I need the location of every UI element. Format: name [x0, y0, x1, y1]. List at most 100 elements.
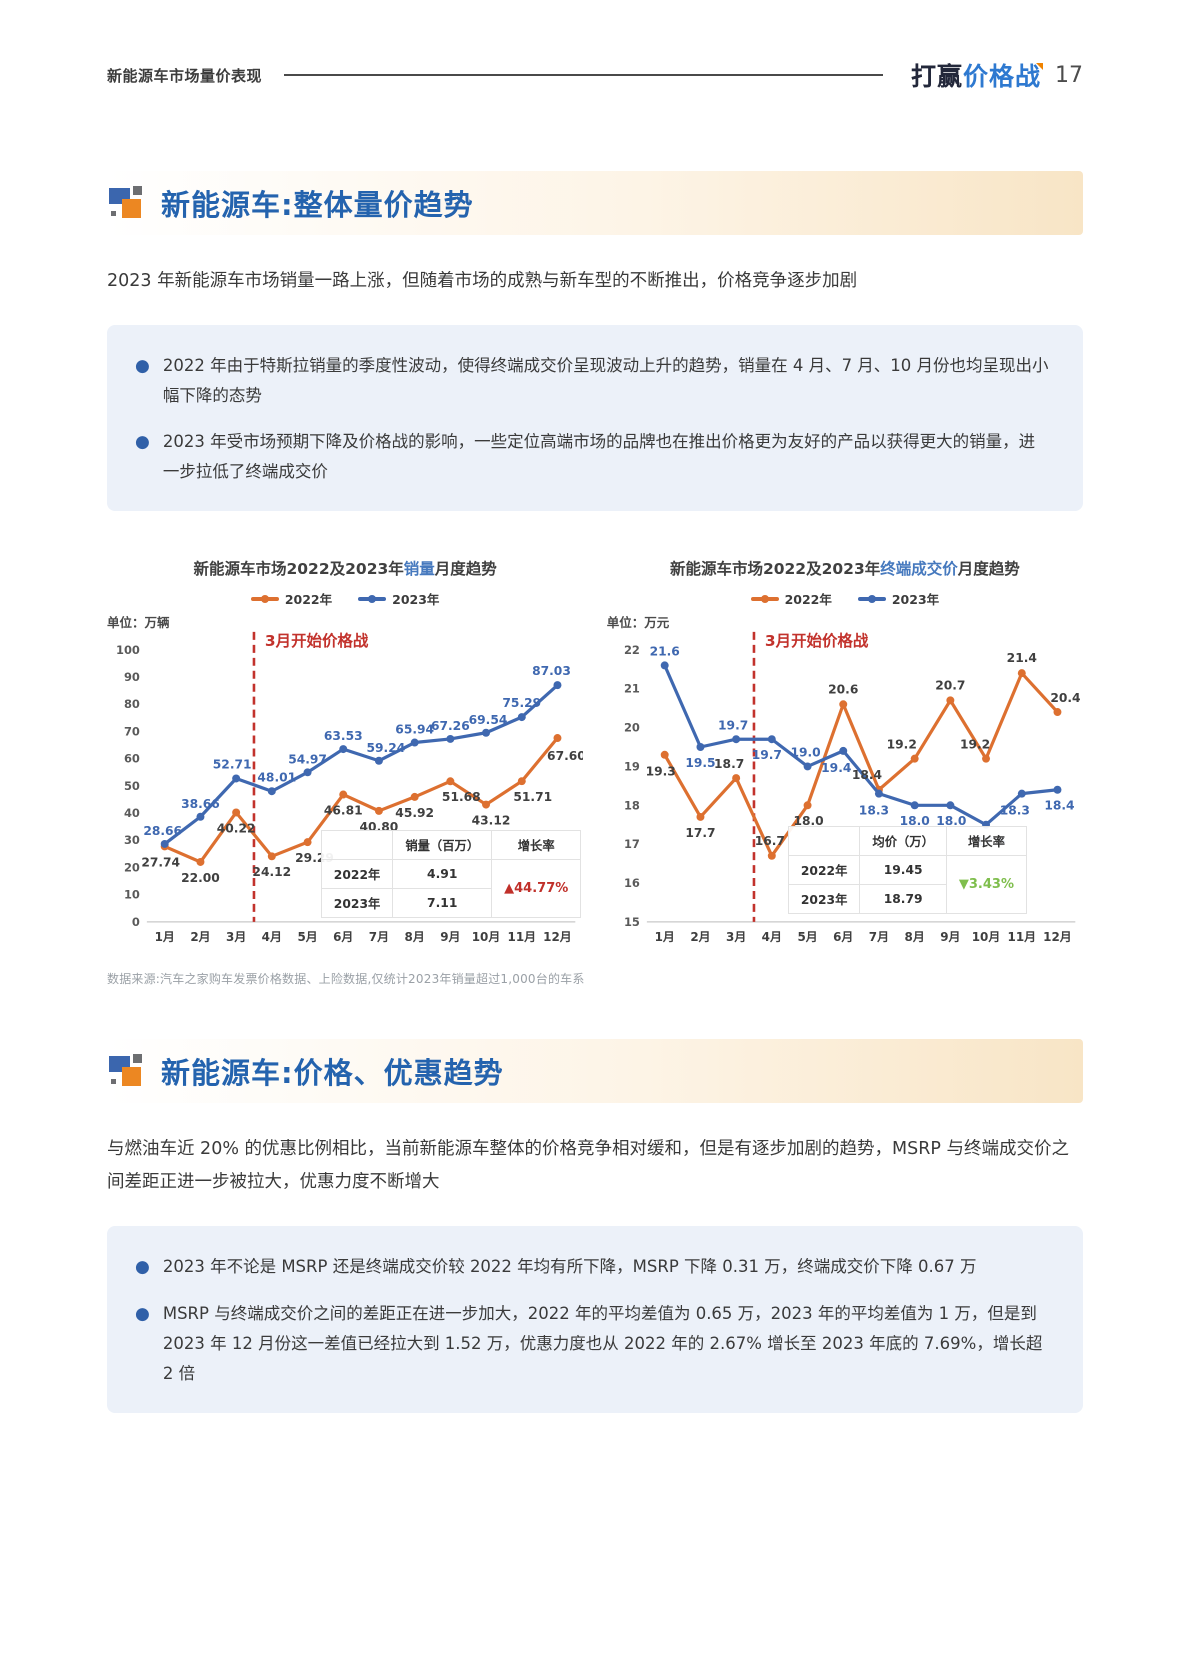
svg-text:16.7: 16.7 [754, 834, 784, 848]
svg-text:28.66: 28.66 [143, 824, 182, 838]
svg-text:6月: 6月 [833, 930, 853, 944]
svg-text:12月: 12月 [1043, 930, 1072, 944]
price-chart-title: 新能源车市场2022及2023年终端成交价月度趋势 [607, 557, 1083, 579]
svg-text:6月: 6月 [333, 930, 353, 944]
svg-text:19.2: 19.2 [886, 738, 916, 752]
bullet-text: 2023 年受市场预期下降及价格战的影响，一些定位高端市场的品牌也在推出价格更为… [162, 432, 1036, 482]
svg-text:12月: 12月 [543, 930, 572, 944]
summary-growth-value: ▼3.43% [945, 855, 1028, 915]
chart-title-highlight: 终端成交价 [880, 560, 958, 579]
svg-text:1月: 1月 [155, 930, 175, 944]
legend-label: 2023年 [891, 592, 940, 608]
svg-text:75.29: 75.29 [502, 697, 541, 711]
bullet-item: ● MSRP 与终端成交价之间的差距正在进一步加大，2022 年的平均差值为 0… [135, 1299, 1051, 1389]
svg-text:19.7: 19.7 [718, 719, 748, 733]
svg-text:20.4: 20.4 [1050, 692, 1080, 706]
section1-banner: 新能源车:整体量价趋势 [107, 171, 1083, 235]
chart-title-suffix: 月度趋势 [434, 560, 497, 579]
svg-text:18.3: 18.3 [999, 804, 1029, 818]
svg-text:40: 40 [124, 806, 140, 820]
svg-text:100: 100 [116, 643, 140, 657]
page-number: 17 [1055, 62, 1083, 88]
svg-text:65.94: 65.94 [395, 723, 434, 737]
svg-text:22: 22 [624, 643, 640, 657]
svg-text:19.5: 19.5 [685, 756, 715, 770]
svg-text:20.6: 20.6 [828, 683, 858, 697]
svg-text:67.60: 67.60 [547, 749, 583, 763]
svg-text:63.53: 63.53 [324, 730, 363, 744]
svg-text:10月: 10月 [971, 930, 1000, 944]
legend-swatch-2023 [358, 594, 387, 603]
summary-row-value: 4.91 [392, 859, 493, 890]
svg-text:18.0: 18.0 [793, 815, 823, 829]
svg-text:19.0: 19.0 [790, 746, 820, 760]
svg-text:38.66: 38.66 [181, 797, 220, 811]
price-trend-chart: 新能源车市场2022及2023年终端成交价月度趋势 2022年 2023年 单位… [607, 557, 1083, 954]
svg-text:67.26: 67.26 [431, 719, 470, 733]
svg-text:51.68: 51.68 [442, 791, 481, 805]
svg-text:5月: 5月 [797, 930, 817, 944]
section2-intro: 与燃油车近 20% 的优惠比例相比，当前新能源车整体的价格竞争相对缓和，但是有逐… [107, 1139, 1070, 1192]
summary-row-value: 19.45 [859, 855, 947, 886]
svg-text:51.71: 51.71 [513, 791, 552, 805]
summary-corner-cell [320, 830, 394, 861]
bullet-text: MSRP 与终端成交价之间的差距正在进一步加大，2022 年的平均差值为 0.6… [162, 1303, 1043, 1383]
data-source-note: 数据来源:汽车之家购车发票价格数据、上险数据,仅统计2023年销量超过1,000… [107, 972, 585, 987]
svg-text:40.22: 40.22 [217, 822, 256, 836]
svg-text:80: 80 [124, 698, 140, 712]
summary-row-label: 2023年 [787, 884, 861, 915]
svg-text:22.00: 22.00 [181, 871, 220, 885]
svg-text:4月: 4月 [761, 930, 781, 944]
svg-text:46.81: 46.81 [324, 804, 363, 818]
sales-chart-canvas: 0 10 20 30 40 50 60 70 80 90 100 1月 2月 3月 4月 5月 6月 7月 8月 9月… [116, 631, 583, 944]
svg-text:7月: 7月 [869, 930, 889, 944]
summary-value-header: 均价（万） [859, 826, 947, 857]
svg-text:19: 19 [624, 760, 640, 774]
svg-text:18.7: 18.7 [714, 758, 744, 772]
bullet-text: 2022 年由于特斯拉销量的季度性波动，使得终端成交价呈现波动上升的趋势，销量在… [162, 356, 1049, 406]
price-chart-plot: 单位：万元 15 16 17 18 19 20 21 22 1月 2月 3月 4月 5月 6月 7月 8月 9月… [607, 610, 1083, 954]
svg-text:2月: 2月 [190, 930, 210, 944]
svg-text:43.12: 43.12 [472, 814, 511, 828]
summary-growth-value: ▲44.77% [491, 859, 582, 919]
svg-text:18.4: 18.4 [1044, 799, 1074, 813]
svg-text:21.4: 21.4 [1006, 652, 1036, 666]
svg-text:18.0: 18.0 [899, 815, 929, 829]
section2-title: 新能源车:价格、优惠趋势 [161, 1056, 504, 1091]
bullet-item: ● 2023 年受市场预期下降及价格战的影响，一些定位高端市场的品牌也在推出价格… [135, 427, 1051, 487]
svg-text:3月: 3月 [226, 930, 246, 944]
price-chart-canvas: 15 16 17 18 19 20 21 22 1月 2月 3月 4月 5月 6月 7月 8月 9月 10月 11月… [624, 631, 1081, 944]
summary-row-label: 2022年 [320, 859, 394, 890]
legend-item-2023: 2023年 [358, 589, 439, 608]
svg-text:15: 15 [624, 915, 640, 929]
sales-chart-title: 新能源车市场2022及2023年销量月度趋势 [107, 557, 583, 579]
sales-chart-unit-label: 单位：万辆 [107, 615, 170, 631]
bullet-text: 2023 年不论是 MSRP 还是终端成交价较 2022 年均有所下降，MSRP… [162, 1256, 977, 1276]
chart-title-prefix: 新能源车市场2022及2023年 [669, 560, 881, 579]
summary-growth-header: 增长率 [491, 830, 582, 861]
svg-text:5月: 5月 [297, 930, 317, 944]
svg-text:21: 21 [624, 682, 640, 696]
report-page: 新能源车市场量价表现 打赢价格战 17 新能源车:整体量价趋势 2023 年新能… [0, 57, 1190, 1413]
bullet-item: ● 2022 年由于特斯拉销量的季度性波动，使得终端成交价呈现波动上升的趋势，销… [135, 351, 1051, 411]
svg-text:7月: 7月 [369, 930, 389, 944]
svg-text:20: 20 [624, 721, 640, 735]
svg-text:52.71: 52.71 [213, 758, 252, 772]
svg-text:48.01: 48.01 [257, 771, 296, 785]
bullet-item: ● 2023 年不论是 MSRP 还是终端成交价较 2022 年均有所下降，MS… [135, 1252, 1051, 1283]
sales-summary-table: 销量（百万） 增长率 2022年 4.91 ▲44.77% 2023年 7.11 [320, 830, 582, 919]
svg-text:24.12: 24.12 [252, 866, 291, 880]
legend-label: 2022年 [284, 592, 333, 608]
summary-row-value: 18.79 [859, 884, 947, 915]
svg-text:45.92: 45.92 [395, 806, 434, 820]
svg-text:18.3: 18.3 [859, 804, 889, 818]
svg-text:3月: 3月 [726, 930, 746, 944]
svg-text:18.0: 18.0 [936, 815, 966, 829]
legend-swatch-2022 [750, 594, 779, 603]
svg-text:10月: 10月 [472, 930, 501, 944]
svg-text:11月: 11月 [508, 930, 537, 944]
bullet-dot-icon: ● [135, 432, 150, 453]
sales-trend-chart: 新能源车市场2022及2023年销量月度趋势 2022年 2023年 单位：万辆… [107, 557, 583, 954]
brand-logo: 打赢价格战 [911, 57, 1041, 93]
svg-text:27.74: 27.74 [141, 856, 180, 870]
